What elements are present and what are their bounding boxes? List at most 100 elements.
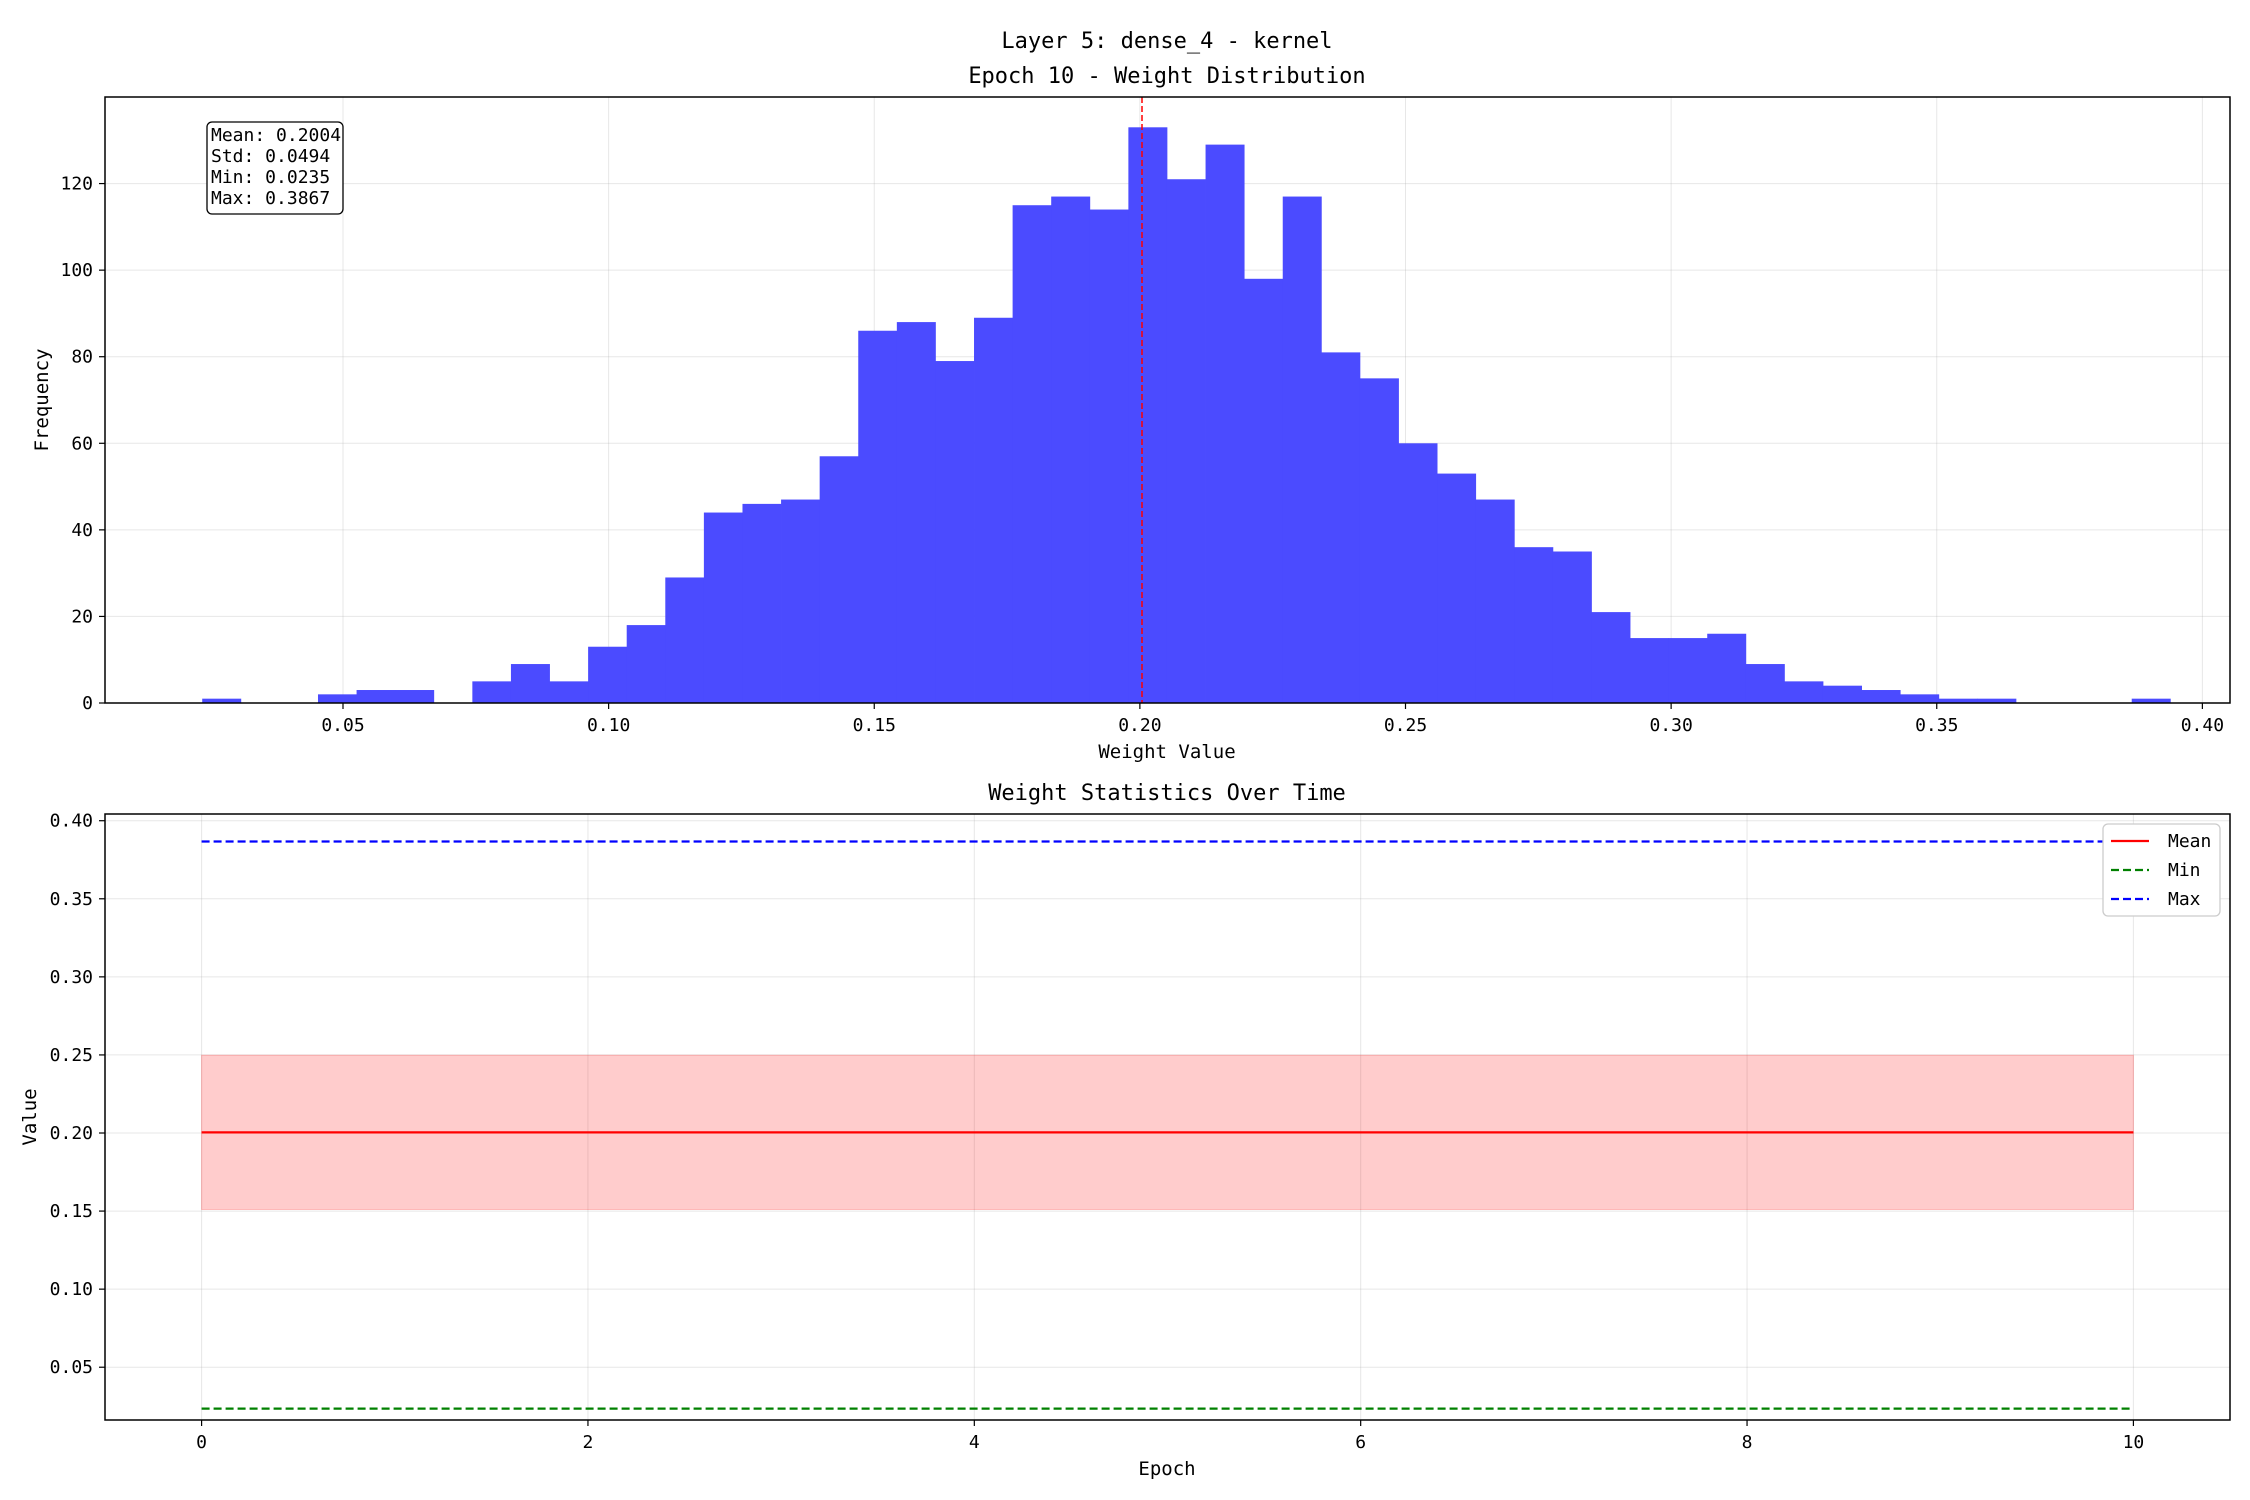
histogram-y-tick-label: 80 bbox=[71, 347, 93, 368]
histogram-x-tick-label: 0.05 bbox=[321, 715, 364, 736]
histogram-bar bbox=[395, 690, 435, 703]
histogram-bar bbox=[1244, 278, 1284, 703]
histogram-bar bbox=[1745, 664, 1785, 703]
line-y-label: Value bbox=[19, 1088, 41, 1145]
histogram-bar bbox=[626, 625, 666, 703]
stats-over-time-panel: Weight Statistics Over Time 0 2 4 6 8 10 0.05… bbox=[19, 781, 2231, 1480]
stats-std: Std: 0.0494 bbox=[211, 146, 330, 167]
histogram-bar bbox=[1166, 179, 1206, 703]
line-x-tick-label: 6 bbox=[1355, 1432, 1366, 1453]
line-y-tick-label: 0.40 bbox=[50, 811, 93, 832]
line-x-tick-label: 4 bbox=[969, 1432, 980, 1453]
stats-max: Max: 0.3867 bbox=[211, 188, 330, 209]
histogram-bar bbox=[1051, 196, 1091, 704]
histogram-y-ticks: 0 20 40 60 80 100 120 bbox=[60, 174, 105, 714]
histogram-bar bbox=[1282, 196, 1322, 704]
legend-label-max: Max bbox=[2168, 889, 2201, 910]
histogram-x-tick-label: 0.30 bbox=[1649, 715, 1692, 736]
histogram-x-tick-label: 0.40 bbox=[2181, 715, 2224, 736]
histogram-bar bbox=[2131, 698, 2171, 703]
legend: Mean Min Max bbox=[2102, 823, 2221, 917]
histogram-bar bbox=[1668, 638, 1708, 703]
histogram-frame bbox=[104, 96, 2231, 704]
histogram-bar bbox=[1784, 681, 1824, 703]
line-x-tick-label: 10 bbox=[2123, 1432, 2145, 1453]
histogram-bar bbox=[1012, 205, 1052, 703]
histogram-y-tick-label: 120 bbox=[60, 174, 93, 195]
histogram-bars bbox=[202, 127, 2171, 704]
line-y-tick-label: 0.35 bbox=[50, 889, 93, 910]
histogram-y-tick-label: 40 bbox=[71, 520, 93, 541]
histogram-bar bbox=[1861, 690, 1901, 703]
histogram-bar bbox=[935, 361, 975, 703]
histogram-bar bbox=[510, 664, 550, 703]
histogram-bar bbox=[781, 499, 821, 703]
line-y-tick-label: 0.15 bbox=[50, 1201, 93, 1222]
line-y-tick-label: 0.30 bbox=[50, 967, 93, 988]
histogram-y-tick-label: 60 bbox=[71, 433, 93, 454]
histogram-bar bbox=[1475, 499, 1515, 703]
histogram-bar bbox=[472, 681, 512, 703]
histogram-bar bbox=[356, 690, 396, 703]
histogram-x-tick-label: 0.20 bbox=[1118, 715, 1161, 736]
line-x-tick-label: 0 bbox=[196, 1432, 207, 1453]
histogram-bar bbox=[1822, 685, 1862, 703]
line-y-tick-label: 0.10 bbox=[50, 1279, 93, 1300]
histogram-bar bbox=[1359, 378, 1399, 703]
histogram-bar bbox=[1514, 547, 1554, 703]
histogram-x-ticks: 0.05 0.10 0.15 0.20 0.25 0.30 0.35 0.40 bbox=[321, 703, 2224, 736]
legend-label-min: Min bbox=[2168, 860, 2201, 881]
line-y-ticks: 0.05 0.10 0.15 0.20 0.25 0.30 0.35 0.40 bbox=[50, 811, 105, 1378]
histogram-bar bbox=[1938, 698, 1978, 703]
histogram-bar bbox=[1900, 694, 1940, 703]
histogram-x-label: Weight Value bbox=[1098, 741, 1235, 763]
histogram-bar bbox=[549, 681, 589, 703]
histogram-bar bbox=[665, 577, 705, 703]
histogram-x-tick-label: 0.15 bbox=[853, 715, 896, 736]
histogram-bar bbox=[1630, 638, 1670, 703]
stats-mean: Mean: 0.2004 bbox=[211, 125, 341, 146]
histogram-bar bbox=[1398, 443, 1438, 703]
line-x-ticks: 0 2 4 6 8 10 bbox=[196, 1420, 2144, 1453]
stats-over-time-title: Weight Statistics Over Time bbox=[988, 781, 1346, 806]
histogram-x-tick-label: 0.10 bbox=[587, 715, 630, 736]
histogram-bar bbox=[742, 503, 782, 703]
histogram-bar bbox=[1437, 473, 1477, 703]
histogram-bar bbox=[1321, 352, 1361, 703]
stats-box: Mean: 0.2004 Std: 0.0494 Min: 0.0235 Max… bbox=[206, 121, 344, 215]
figure-suptitle: Layer 5: dense_4 - kernel bbox=[1001, 29, 1332, 54]
histogram-y-tick-label: 0 bbox=[82, 693, 93, 714]
line-x-tick-label: 2 bbox=[583, 1432, 594, 1453]
histogram-bar bbox=[1089, 209, 1129, 704]
stats-box-frame bbox=[206, 121, 344, 215]
histogram-title: Epoch 10 - Weight Distribution bbox=[968, 64, 1365, 89]
histogram-bar bbox=[819, 456, 859, 703]
histogram-bar bbox=[974, 317, 1014, 703]
line-frame bbox=[104, 813, 2231, 1421]
legend-label-mean: Mean bbox=[2168, 831, 2211, 852]
line-y-tick-label: 0.05 bbox=[50, 1357, 93, 1378]
stats-min: Min: 0.0235 bbox=[211, 167, 330, 188]
histogram-bar bbox=[1128, 127, 1168, 704]
line-x-tick-label: 8 bbox=[1742, 1432, 1753, 1453]
histogram-panel: Epoch 10 - Weight Distribution 0.05 0.10 0… bbox=[31, 64, 2231, 763]
line-y-tick-label: 0.20 bbox=[50, 1123, 93, 1144]
histogram-bar bbox=[1977, 698, 2017, 703]
histogram-bar bbox=[1707, 633, 1747, 703]
histogram-y-tick-label: 20 bbox=[71, 606, 93, 627]
histogram-bar bbox=[858, 330, 898, 703]
histogram-y-tick-label: 100 bbox=[60, 260, 93, 281]
histogram-bar bbox=[703, 512, 743, 703]
histogram-y-label: Frequency bbox=[31, 349, 53, 452]
histogram-bar bbox=[317, 694, 357, 703]
legend-frame bbox=[2102, 823, 2221, 917]
histogram-bar bbox=[896, 322, 936, 703]
line-series bbox=[201, 840, 2134, 1410]
histogram-bar bbox=[1591, 612, 1631, 703]
histogram-bar bbox=[588, 646, 628, 703]
histogram-bar bbox=[202, 698, 242, 703]
line-x-label: Epoch bbox=[1138, 1458, 1195, 1480]
line-y-tick-label: 0.25 bbox=[50, 1045, 93, 1066]
histogram-bar bbox=[1552, 551, 1592, 703]
